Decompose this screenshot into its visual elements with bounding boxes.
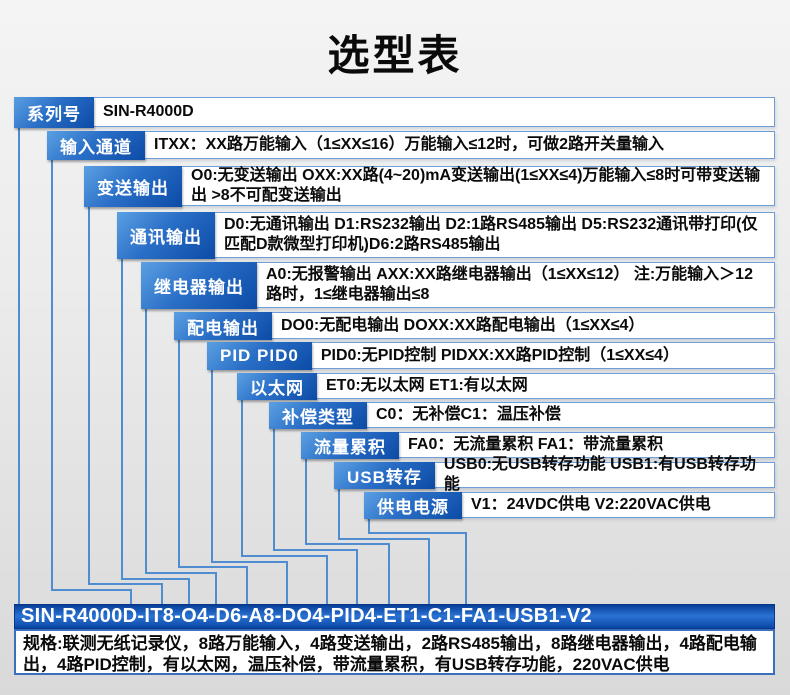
selector-row-power-supply: 供电电源 V1：24VDC供电 V2:220VAC供电 bbox=[364, 492, 775, 519]
row-text: O0:无变送输出 OXX:XX路(4~20)mA变送输出(1≤XX≤4)万能输入… bbox=[191, 167, 761, 204]
row-text: ET0:无以太网 ET1:有以太网 bbox=[326, 377, 528, 395]
row-label: 系列号 bbox=[14, 97, 94, 128]
connector-line bbox=[338, 488, 430, 605]
row-label: 输入通道 bbox=[47, 131, 145, 160]
row-text: DO0:无配电输出 DOXX:XX路配电输出（1≤XX≤4） bbox=[281, 316, 645, 334]
connector-line bbox=[273, 428, 358, 605]
connector-line bbox=[178, 339, 248, 605]
selector-row-transmit-output: 变送输出 O0:无变送输出 OXX:XX路(4~20)mA变送输出(1≤XX≤4… bbox=[84, 166, 775, 207]
row-label: 通讯输出 bbox=[117, 212, 215, 259]
row-text: USB0:无USB转存功能 USB1:有USB转存功能 bbox=[443, 456, 756, 493]
connector-line bbox=[121, 258, 190, 605]
selector-row-ethernet: 以太网 ET0:无以太网 ET1:有以太网 bbox=[237, 373, 775, 400]
row-text: FA0：无流量累积 FA1：带流量累积 bbox=[408, 436, 664, 454]
connector-line bbox=[368, 518, 467, 605]
connector-line bbox=[145, 308, 217, 605]
row-text: A0:无报警输出 AXX:XX路继电器输出（1≤XX≤12） 注:万能输入＞12… bbox=[266, 266, 753, 303]
row-label: 继电器输出 bbox=[141, 262, 257, 309]
selector-row-input-channels: 输入通道 ITXX：XX路万能输入（1≤XX≤16）万能输入≤12时，可做2路开… bbox=[47, 131, 775, 160]
row-text: V1：24VDC供电 V2:220VAC供电 bbox=[471, 496, 711, 514]
selector-row-pid: PID PID0 PID0:无PID控制 PIDXX:XX路PID控制（1≤XX… bbox=[207, 342, 775, 370]
selector-row-distribution-output: 配电输出 DO0:无配电输出 DOXX:XX路配电输出（1≤XX≤4） bbox=[174, 312, 775, 340]
connector-line bbox=[88, 206, 163, 605]
row-label: PID PID0 bbox=[207, 342, 312, 370]
connector-line bbox=[305, 458, 390, 605]
selector-row-relay-output: 继电器输出 A0:无报警输出 AXX:XX路继电器输出（1≤XX≤12） 注:万… bbox=[141, 262, 775, 309]
row-text: SIN-R4000D bbox=[103, 103, 194, 121]
row-text: PID0:无PID控制 PIDXX:XX路PID控制（1≤XX≤4） bbox=[320, 346, 679, 364]
connector-line bbox=[51, 159, 132, 605]
selector-row-flow-totalizer: 流量累积 FA0：无流量累积 FA1：带流量累积 bbox=[301, 432, 775, 459]
connector-line bbox=[241, 399, 328, 605]
connector-line bbox=[211, 369, 288, 605]
row-text: C0：无补偿C1：温压补偿 bbox=[376, 406, 561, 424]
selector-row-series: 系列号 SIN-R4000D bbox=[14, 97, 775, 128]
row-text: ITXX：XX路万能输入（1≤XX≤16）万能输入≤12时，可做2路开关量输入 bbox=[154, 136, 664, 154]
row-label: 流量累积 bbox=[301, 432, 399, 459]
row-text: D0:无通讯输出 D1:RS232输出 D2:1路RS485输出 D5:RS23… bbox=[224, 216, 758, 253]
row-label: USB转存 bbox=[334, 462, 435, 489]
row-label: 配电输出 bbox=[174, 312, 272, 340]
row-label: 以太网 bbox=[237, 373, 317, 400]
selector-row-compensation: 补偿类型 C0：无补偿C1：温压补偿 bbox=[269, 402, 775, 429]
spec-description-box: 规格:联测无纸记录仪，8路万能输入，4路变送输出，2路RS485输出，8路继电器… bbox=[14, 629, 775, 675]
row-label: 变送输出 bbox=[84, 166, 182, 207]
selector-row-comm-output: 通讯输出 D0:无通讯输出 D1:RS232输出 D2:1路RS485输出 D5… bbox=[117, 212, 775, 259]
spec-text: 规格:联测无纸记录仪，8路万能输入，4路变送输出，2路RS485输出，8路继电器… bbox=[23, 634, 757, 675]
row-label: 供电电源 bbox=[364, 492, 462, 519]
model-code-bar: SIN-R4000D-IT8-O4-D6-A8-DO4-PID4-ET1-C1-… bbox=[14, 604, 775, 629]
page-title: 选型表 bbox=[327, 32, 463, 79]
selector-row-usb: USB转存 USB0:无USB转存功能 USB1:有USB转存功能 bbox=[334, 456, 775, 493]
row-label: 补偿类型 bbox=[269, 402, 367, 429]
